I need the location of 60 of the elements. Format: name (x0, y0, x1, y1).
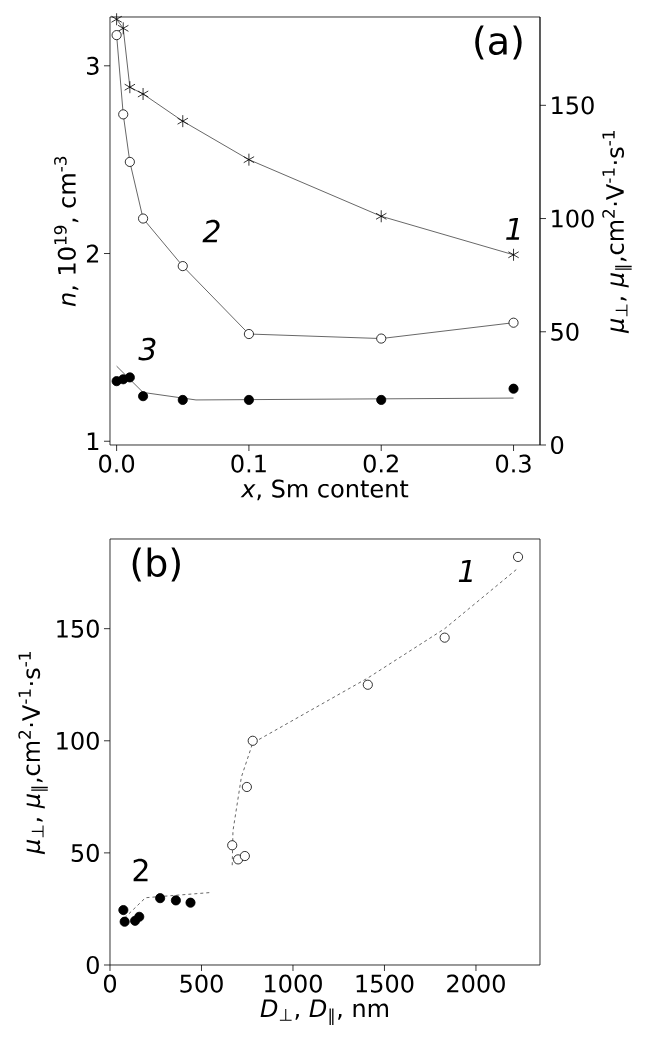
point (513, 551, 524, 562)
x-tick-label: 0.1 (231, 454, 266, 473)
point (118, 905, 129, 916)
point (118, 109, 129, 120)
point (439, 632, 450, 643)
y2-tick-label: 50 (551, 322, 579, 341)
point (508, 317, 519, 328)
point (177, 261, 188, 272)
x-axis-title: x, Sm content (240, 479, 409, 501)
point (239, 851, 250, 862)
annotation: 2 (133, 858, 148, 882)
y2-tick-label: 100 (552, 209, 594, 228)
y-tick-label: 0 (86, 955, 99, 975)
point (376, 333, 387, 344)
point (111, 30, 122, 41)
y-tick-label: 3 (87, 56, 99, 75)
point (119, 916, 130, 927)
annotation: (b) (132, 547, 180, 582)
point (137, 87, 149, 101)
point (241, 781, 252, 792)
point (170, 895, 181, 906)
annotation: 1 (458, 560, 472, 582)
y-tick-label: 50 (71, 843, 99, 862)
point (138, 213, 149, 224)
annotation: 3 (138, 337, 156, 361)
y2-tick-label: 0 (551, 435, 564, 455)
point (185, 897, 196, 908)
point (124, 80, 136, 94)
x-tick-label: 1500 (356, 974, 414, 993)
x-tick-label: 0.2 (363, 454, 398, 473)
annotation: 1 (506, 217, 520, 240)
x-tick-label: 2000 (447, 974, 505, 993)
point (124, 156, 135, 167)
text: μ$_{⊥}$, μ$_{∥}$,cm$^{2}$·V$^{-1}$·s$^{-1}$ (602, 131, 632, 334)
x-tick-label: 0 (103, 974, 117, 993)
point (362, 679, 373, 690)
point (134, 911, 145, 922)
point (507, 248, 520, 262)
y-tick-label: 150 (57, 619, 99, 638)
y-tick-label: 100 (57, 731, 99, 750)
x-tick-label: 0.0 (99, 454, 135, 473)
x-tick-label: 500 (180, 974, 223, 993)
y-axis-title: n, 10$^{19}$, cm$^{-3}$ (54, 156, 79, 307)
y2-tick-label: 150 (552, 96, 594, 115)
text: μ$_{⊥}$, μ$_{∥}$,cm$^{2}$·V$^{-1}$·s$^{-1}$ (18, 652, 48, 855)
y-tick-label: 2 (86, 244, 99, 263)
x-tick-label: 1000 (265, 974, 322, 993)
point (227, 840, 238, 851)
point (155, 893, 166, 904)
annotation: 2 (202, 219, 220, 243)
point (243, 153, 255, 167)
annotation: (a) (475, 25, 522, 60)
point (375, 209, 387, 223)
point (177, 114, 189, 128)
y-tick-label: 1 (87, 432, 99, 450)
x-tick-label: 0.3 (496, 454, 531, 473)
point (243, 329, 254, 340)
line-series (116, 365, 514, 401)
point (247, 735, 258, 746)
x-axis-title: D$_{⊥}$, D$_{∥}$, nm (260, 999, 388, 1026)
